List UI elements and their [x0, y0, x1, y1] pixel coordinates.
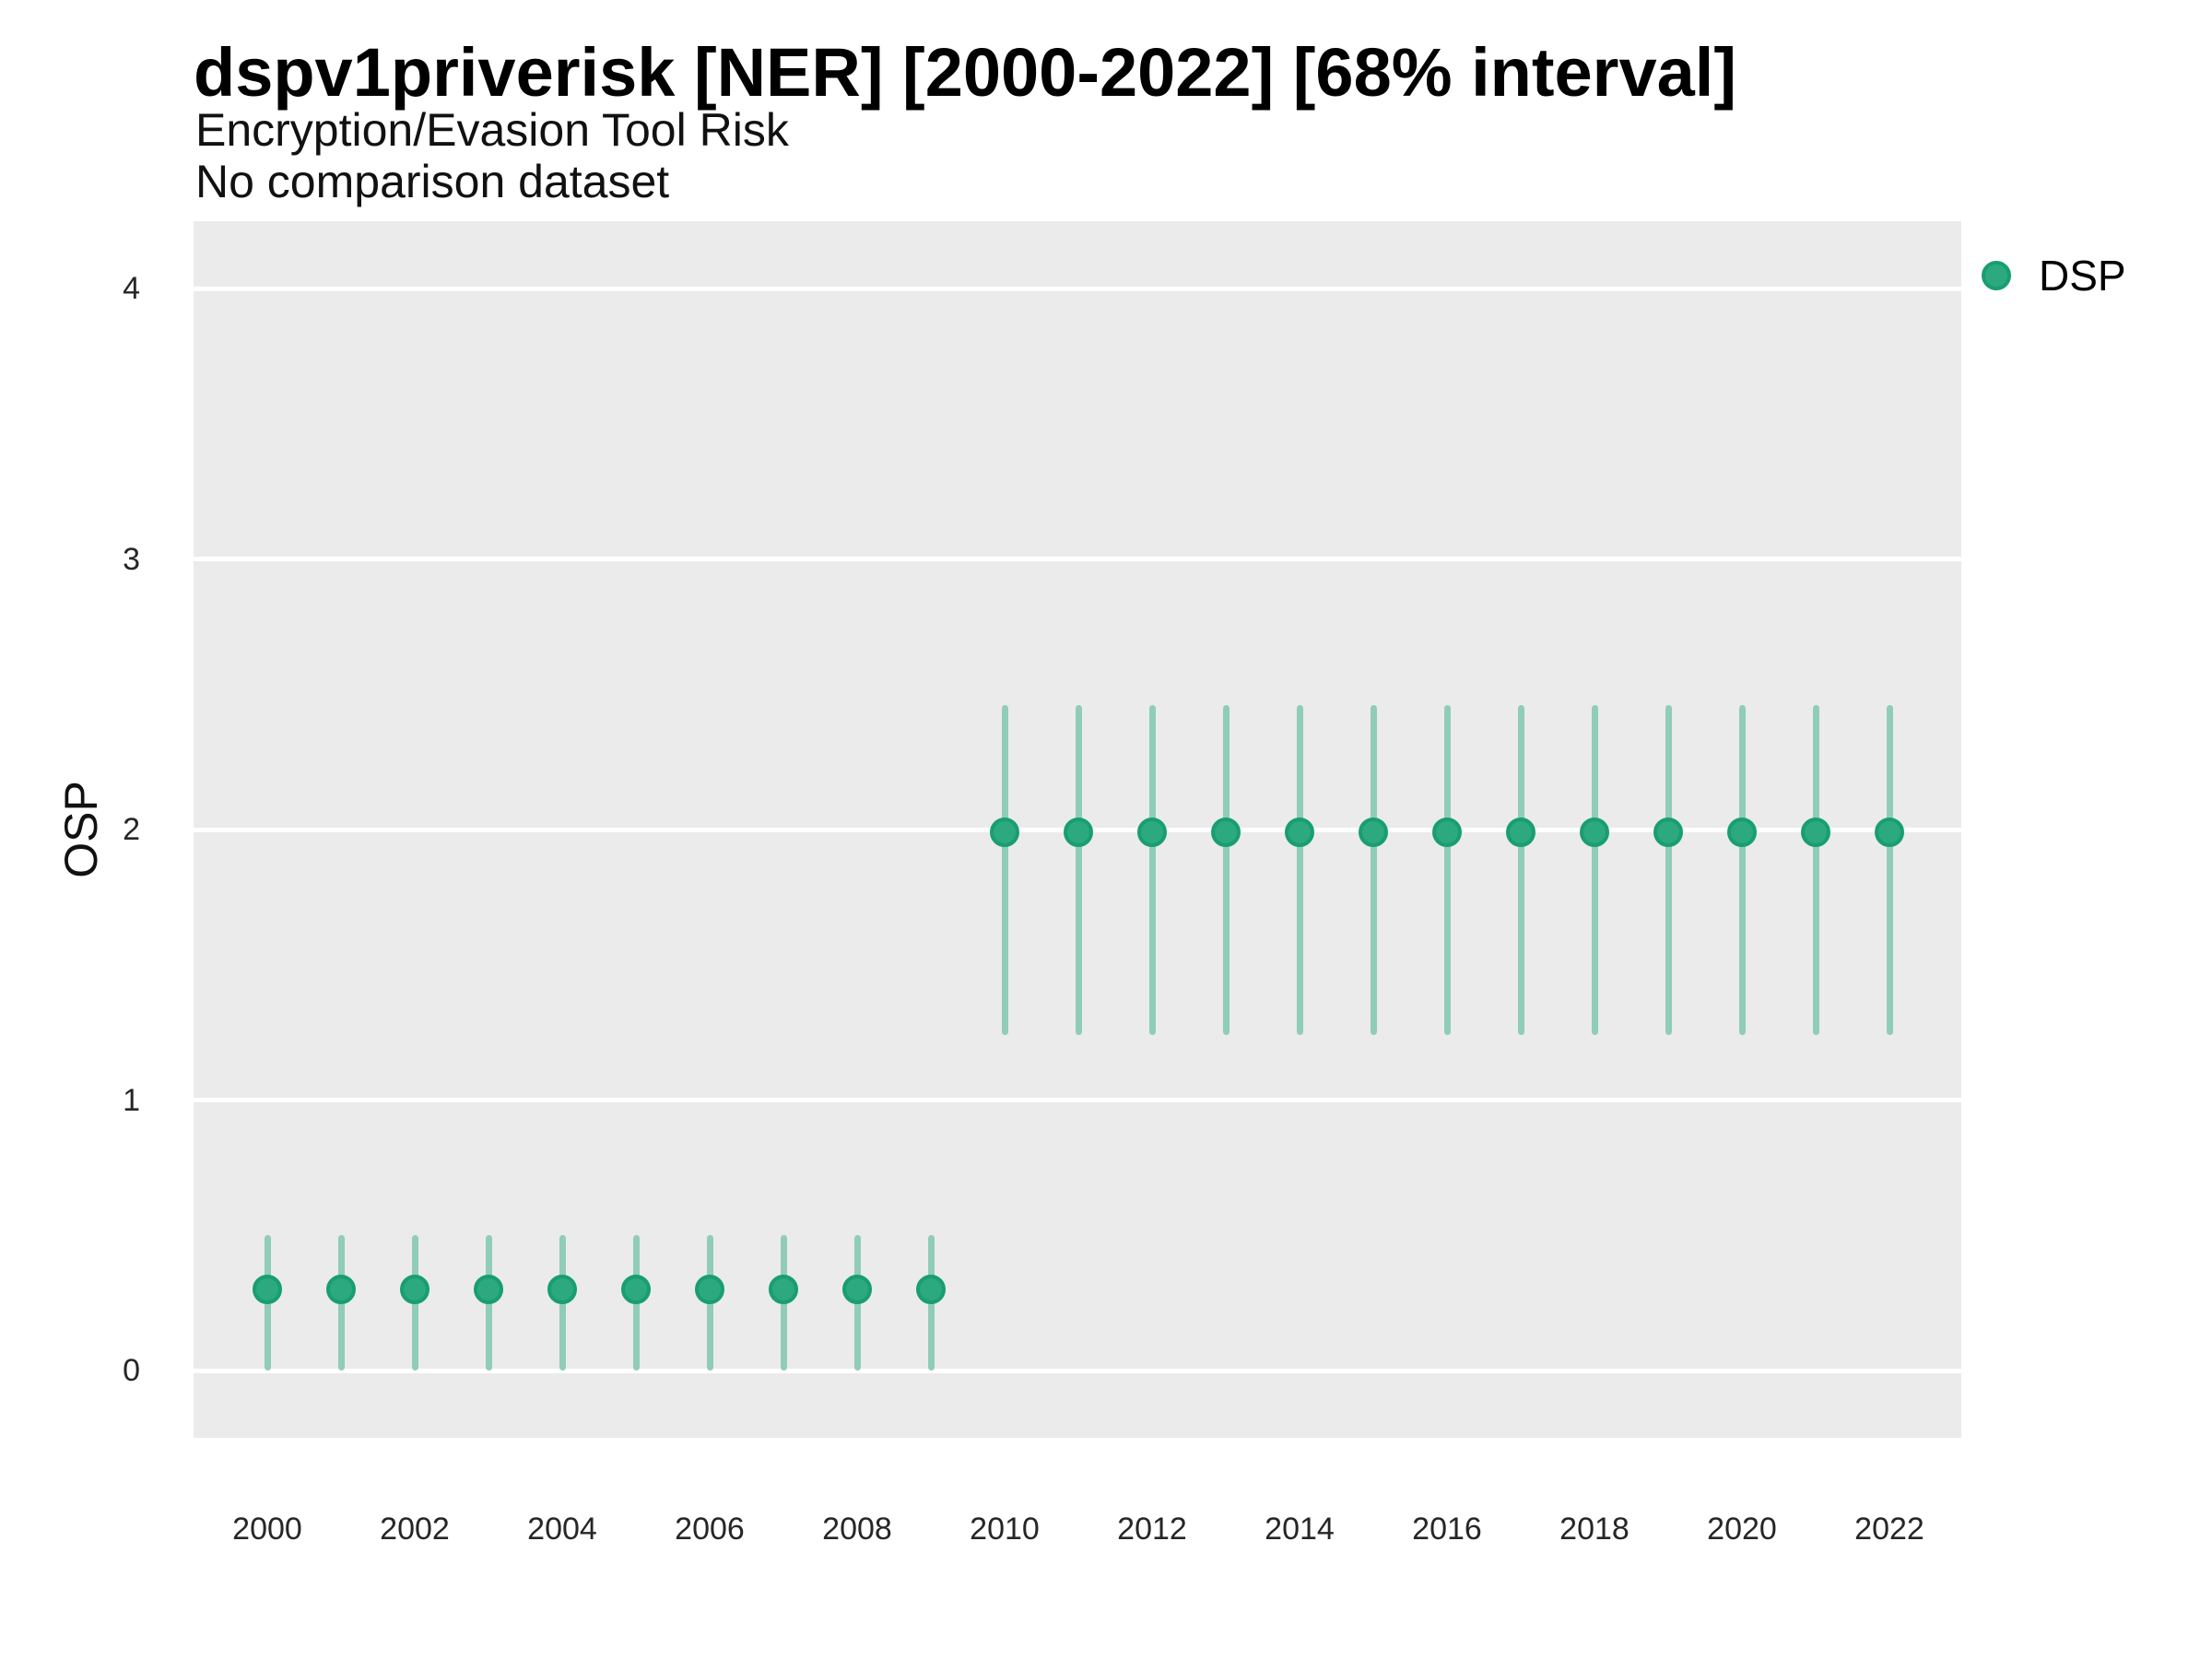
y-tick-label-4: 4	[123, 271, 140, 306]
data-point-2022	[1875, 817, 1904, 847]
legend-item-label: DSP	[2039, 252, 2126, 300]
interval-bar-2021	[1812, 704, 1819, 1036]
x-tick-label-2002: 2002	[380, 1512, 450, 1547]
data-point-2021	[1801, 817, 1830, 847]
x-tick-label-2010: 2010	[970, 1512, 1040, 1547]
interval-bar-2011	[1075, 704, 1082, 1036]
chart-title: dspv1priverisk [NER] [2000-2022] [68% in…	[194, 34, 1736, 111]
chart-note: No comparison dataset	[195, 156, 670, 207]
data-point-2016	[1432, 817, 1462, 847]
y-tick-label-2: 2	[123, 812, 140, 847]
gridline-y-4	[194, 286, 1961, 291]
y-tick-label-1: 1	[123, 1082, 140, 1118]
x-tick-label-2000: 2000	[232, 1512, 302, 1547]
x-tick-label-2006: 2006	[675, 1512, 745, 1547]
interval-bar-2019	[1665, 704, 1672, 1036]
interval-bar-2016	[1443, 704, 1451, 1036]
interval-bar-2014	[1296, 704, 1303, 1036]
interval-bar-2015	[1370, 704, 1377, 1036]
data-point-2007	[769, 1274, 798, 1304]
legend: DSP	[1982, 246, 2126, 305]
x-tick-label-2008: 2008	[822, 1512, 892, 1547]
data-point-2002	[400, 1274, 429, 1304]
data-point-2010	[990, 817, 1019, 847]
data-point-2019	[1653, 817, 1683, 847]
interval-bar-2020	[1738, 704, 1746, 1036]
data-point-2014	[1285, 817, 1314, 847]
data-point-2018	[1580, 817, 1609, 847]
data-point-2001	[326, 1274, 356, 1304]
x-tick-label-2014: 2014	[1265, 1512, 1335, 1547]
interval-bar-2022	[1886, 704, 1893, 1036]
data-point-2013	[1211, 817, 1241, 847]
interval-bar-2010	[1001, 704, 1008, 1036]
x-tick-label-2016: 2016	[1412, 1512, 1482, 1547]
data-point-2020	[1727, 817, 1757, 847]
data-point-2012	[1137, 817, 1167, 847]
data-point-2017	[1506, 817, 1535, 847]
gridline-y-1	[194, 1098, 1961, 1102]
x-tick-label-2018: 2018	[1559, 1512, 1630, 1547]
data-point-2008	[842, 1274, 872, 1304]
data-point-2015	[1359, 817, 1388, 847]
y-tick-label-3: 3	[123, 541, 140, 577]
data-point-2006	[695, 1274, 724, 1304]
x-tick-label-2012: 2012	[1117, 1512, 1187, 1547]
chart-subtitle: Encryption/Evasion Tool Risk	[195, 104, 789, 156]
data-point-2004	[547, 1274, 577, 1304]
legend-circle-icon	[1982, 261, 2011, 290]
data-point-2003	[474, 1274, 503, 1304]
x-tick-label-2020: 2020	[1707, 1512, 1777, 1547]
plot-panel	[194, 221, 1961, 1438]
interval-bar-2017	[1517, 704, 1524, 1036]
data-point-2009	[916, 1274, 946, 1304]
y-tick-label-0: 0	[123, 1353, 140, 1388]
interval-bar-2013	[1222, 704, 1230, 1036]
x-tick-label-2004: 2004	[527, 1512, 597, 1547]
interval-bar-2018	[1591, 704, 1598, 1036]
x-tick-label-2022: 2022	[1854, 1512, 1924, 1547]
data-point-2000	[253, 1274, 282, 1304]
data-point-2011	[1064, 817, 1093, 847]
gridline-y-3	[194, 557, 1961, 561]
interval-bar-2012	[1148, 704, 1156, 1036]
data-point-2005	[621, 1274, 651, 1304]
gridline-y-0	[194, 1368, 1961, 1373]
